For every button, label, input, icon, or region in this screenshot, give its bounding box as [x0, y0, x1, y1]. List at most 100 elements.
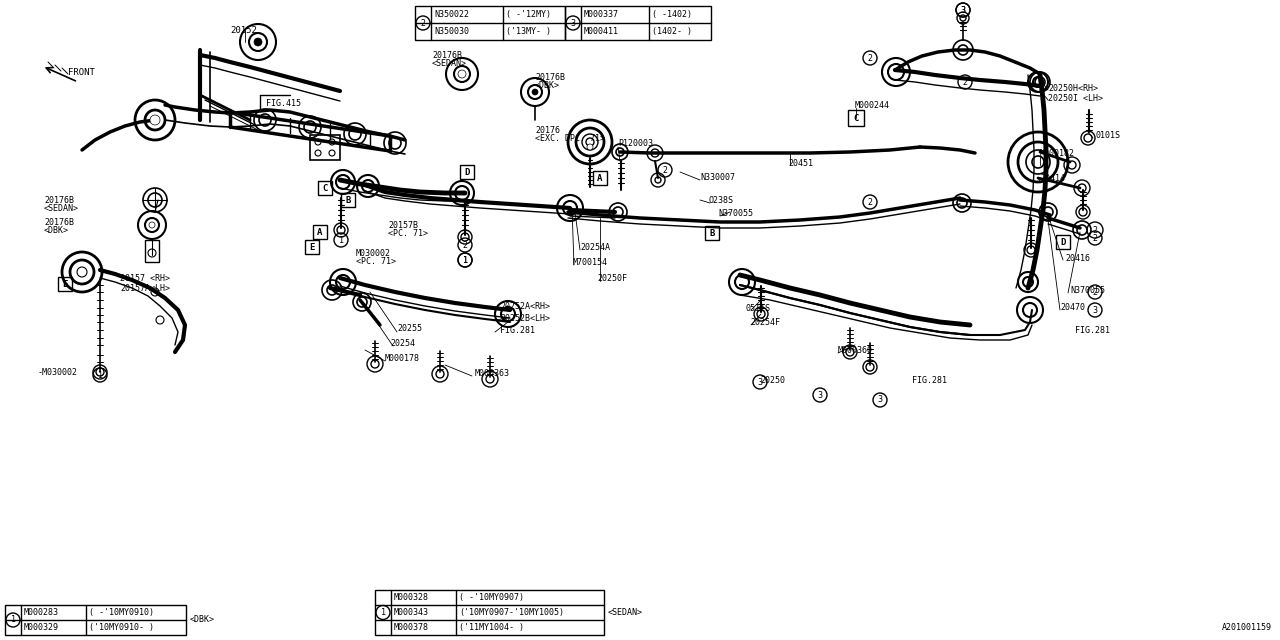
Text: B: B	[346, 195, 351, 205]
Text: ('11MY1004- ): ('11MY1004- )	[460, 623, 524, 632]
Text: B: B	[709, 228, 714, 237]
Text: ('13MY- ): ('13MY- )	[506, 27, 550, 36]
Circle shape	[458, 70, 466, 78]
Circle shape	[253, 38, 262, 46]
Text: N350030: N350030	[434, 27, 468, 36]
Text: FIG.281: FIG.281	[1075, 326, 1110, 335]
Text: P120003: P120003	[618, 138, 653, 147]
Text: 1: 1	[462, 255, 467, 264]
Bar	[314, 225, 326, 239]
Text: <PC. 71>: <PC. 71>	[388, 228, 428, 237]
Text: 20176B: 20176B	[433, 51, 462, 60]
Text: E: E	[310, 243, 315, 252]
Circle shape	[588, 144, 593, 150]
Text: 20157 <RH>: 20157 <RH>	[120, 273, 170, 282]
Text: 20451: 20451	[788, 159, 813, 168]
Text: E: E	[63, 280, 68, 289]
Text: 20176B: 20176B	[44, 218, 74, 227]
Text: 20250I <LH>: 20250I <LH>	[1048, 93, 1103, 102]
Text: 2: 2	[421, 19, 425, 28]
Text: 2: 2	[1093, 234, 1097, 243]
Bar	[415, 6, 564, 40]
Text: 2: 2	[663, 166, 667, 175]
Bar	[5, 605, 186, 635]
Text: M000283: M000283	[24, 608, 59, 617]
Text: <SEDAN>: <SEDAN>	[608, 608, 643, 617]
Text: M030002: M030002	[356, 248, 390, 257]
Text: 20157A<LH>: 20157A<LH>	[120, 284, 170, 292]
Text: 0511S: 0511S	[745, 303, 771, 312]
Circle shape	[532, 89, 538, 95]
Text: 1: 1	[338, 236, 343, 244]
Text: ('10MY0910- ): ('10MY0910- )	[90, 623, 154, 632]
Text: FIG.415: FIG.415	[266, 99, 301, 108]
Bar	[58, 277, 72, 291]
Text: A: A	[598, 173, 603, 182]
Text: 20255: 20255	[397, 323, 422, 333]
Circle shape	[148, 222, 155, 228]
Bar	[375, 590, 604, 635]
Text: 2: 2	[868, 198, 873, 207]
Text: M000182: M000182	[1039, 148, 1075, 157]
Text: 20252A<RH>: 20252A<RH>	[500, 301, 550, 310]
Text: M000337: M000337	[584, 10, 620, 19]
Text: C: C	[323, 184, 328, 193]
Text: 20470: 20470	[1060, 303, 1085, 312]
Text: M000343: M000343	[394, 608, 429, 617]
Text: 2: 2	[963, 77, 968, 86]
Text: 20250F: 20250F	[596, 273, 627, 282]
Text: (1402- ): (1402- )	[652, 27, 692, 36]
Text: 2: 2	[868, 54, 873, 63]
Bar	[849, 110, 864, 126]
Text: <DBK>: <DBK>	[189, 616, 215, 625]
Text: 20416: 20416	[1065, 253, 1091, 262]
Text: FRONT: FRONT	[68, 67, 95, 77]
Bar	[593, 171, 607, 185]
Circle shape	[150, 115, 160, 125]
Bar	[705, 226, 719, 240]
Text: M000411: M000411	[584, 27, 620, 36]
Text: 3: 3	[818, 390, 823, 399]
Text: 20250H<RH>: 20250H<RH>	[1048, 83, 1098, 93]
Text: ( -'10MY0910): ( -'10MY0910)	[90, 608, 154, 617]
Text: FIG.281: FIG.281	[913, 376, 947, 385]
Text: -M030002: -M030002	[38, 367, 78, 376]
Text: <PC. 71>: <PC. 71>	[356, 257, 396, 266]
Bar	[310, 135, 340, 160]
Text: 3: 3	[758, 378, 763, 387]
Text: ('10MY0907-'10MY1005): ('10MY0907-'10MY1005)	[460, 608, 564, 617]
Text: 1: 1	[97, 371, 102, 380]
Text: ( -1402): ( -1402)	[652, 10, 692, 19]
Text: M000244: M000244	[855, 100, 890, 109]
Text: 20254A: 20254A	[580, 243, 611, 252]
Text: ( -'10MY0907): ( -'10MY0907)	[460, 593, 524, 602]
Text: 1: 1	[380, 608, 385, 617]
Bar	[460, 165, 474, 179]
Text: 20254: 20254	[390, 339, 415, 348]
Text: O238S: O238S	[708, 195, 733, 205]
Text: 20252B<LH>: 20252B<LH>	[500, 314, 550, 323]
Text: M000360: M000360	[838, 346, 873, 355]
Text: D: D	[465, 168, 470, 177]
Text: 3: 3	[571, 19, 576, 28]
Text: <DBK>: <DBK>	[535, 81, 561, 90]
Text: <DBK>: <DBK>	[44, 225, 69, 234]
Text: 20176B: 20176B	[44, 195, 74, 205]
Text: M000328: M000328	[394, 593, 429, 602]
Text: 20250: 20250	[760, 376, 785, 385]
Text: 2: 2	[462, 241, 467, 250]
Text: 20176B: 20176B	[535, 72, 564, 81]
Text: <EXC. DPC. 71>: <EXC. DPC. 71>	[535, 134, 605, 143]
Text: C: C	[854, 113, 859, 122]
Text: <SEDAN>: <SEDAN>	[44, 204, 79, 212]
Bar	[564, 6, 710, 40]
Text: M700154: M700154	[573, 257, 608, 266]
Bar	[1056, 235, 1070, 249]
Text: 2: 2	[1093, 225, 1097, 234]
Text: 2: 2	[1093, 287, 1097, 296]
Text: 3: 3	[878, 396, 882, 404]
Text: M000178: M000178	[385, 353, 420, 362]
Text: N330007: N330007	[700, 173, 735, 182]
Text: A: A	[317, 227, 323, 237]
Text: 3: 3	[960, 6, 965, 15]
